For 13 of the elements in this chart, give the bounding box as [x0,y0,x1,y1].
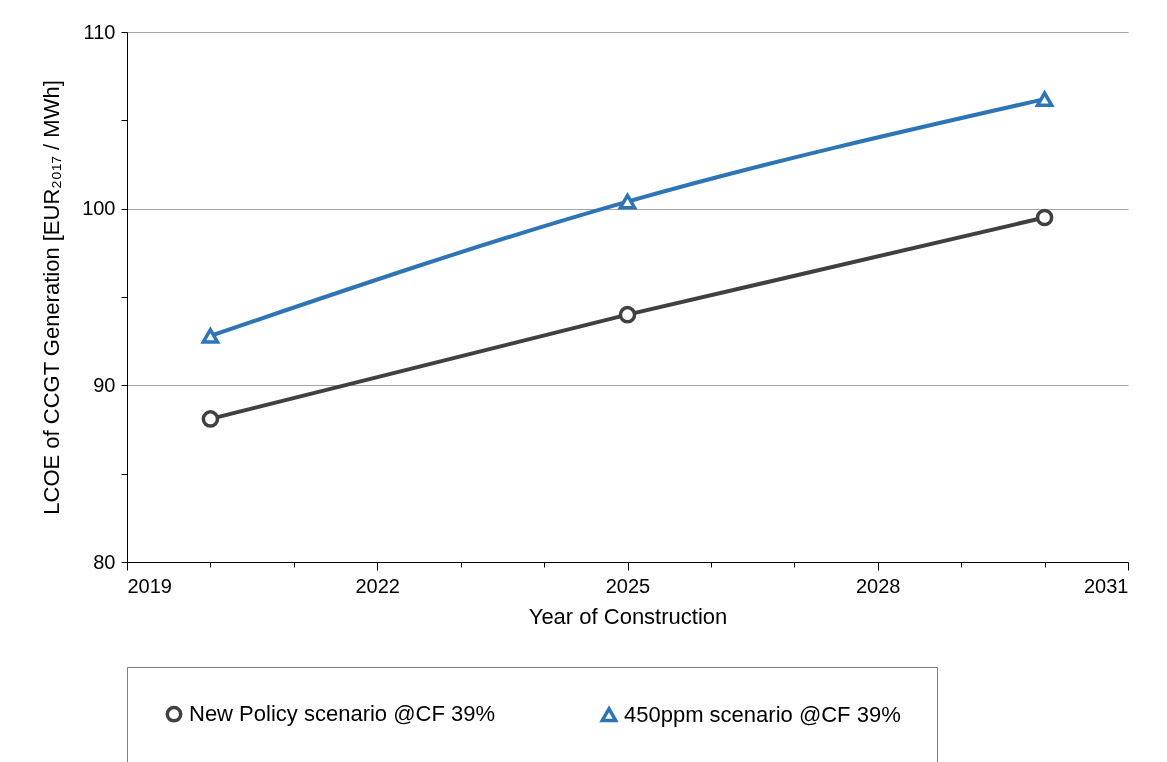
x-tick-label: 2019 [127,574,172,597]
legend-label: 450ppm scenario @CF 39% [624,701,901,727]
y-tick-label: 110 [83,20,116,43]
y-tick-label: 90 [93,373,116,396]
x-tick-label: 2022 [355,574,400,597]
y-tick-label: 80 [93,550,116,573]
y-axis-title: LCOE of CCGT Generation [EUR₂₀₁₇ / MWh] [39,80,65,515]
x-tick-label: 2031 [1084,574,1129,597]
x-tick-label: 2028 [856,574,901,597]
x-axis-title: Year of Construction [528,603,728,629]
y-tick-label: 100 [82,197,116,220]
legend-label: New Policy scenario @CF 39% [189,701,495,727]
x-tick-label: 2025 [605,574,651,597]
